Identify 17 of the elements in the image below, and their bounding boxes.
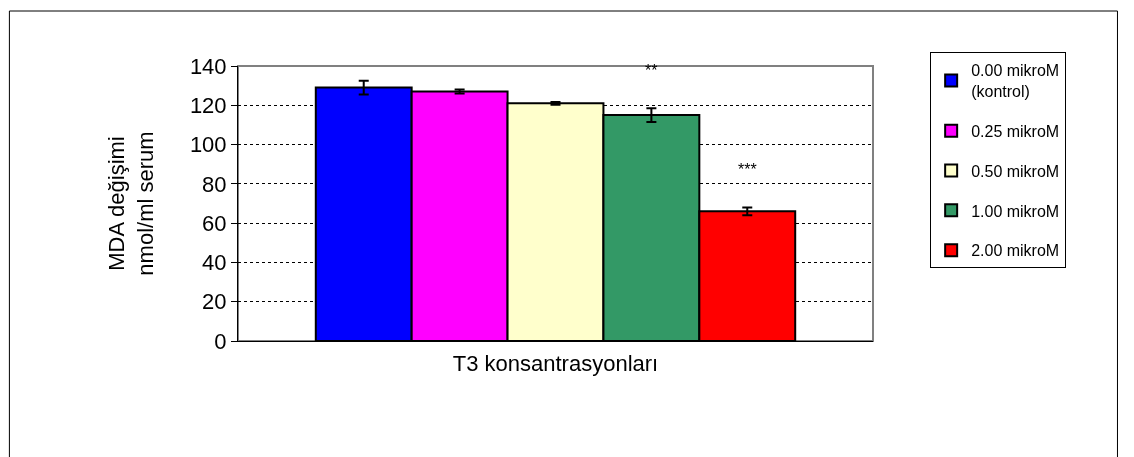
legend-label: 0.25 mikroM — [971, 122, 1060, 140]
y-tick-label: 20 — [202, 289, 227, 315]
legend-label: 2.00 mikroM — [971, 242, 1060, 260]
legend-label: 0.00 mikroM (kontrol) — [971, 62, 1060, 101]
y-tick-label: 120 — [189, 92, 227, 118]
y-tick-label: 40 — [202, 250, 227, 276]
y-tick-label: 0 — [214, 328, 227, 354]
legend-label: 1.00 mikroM — [971, 202, 1060, 220]
y-tick-label: 60 — [202, 210, 227, 236]
y-tick-label: 140 — [189, 53, 227, 79]
annotation: ** — [645, 62, 658, 79]
x-axis-title: T3 konsantrasyonları — [452, 350, 659, 376]
y-axis-title: MDA değişimi nmol/ml serum — [104, 131, 158, 276]
y-tick-label: 80 — [202, 171, 227, 197]
legend-label: 0.50 mikroM — [971, 162, 1060, 180]
y-tick-label: 100 — [189, 132, 227, 158]
annotation: *** — [738, 161, 757, 178]
